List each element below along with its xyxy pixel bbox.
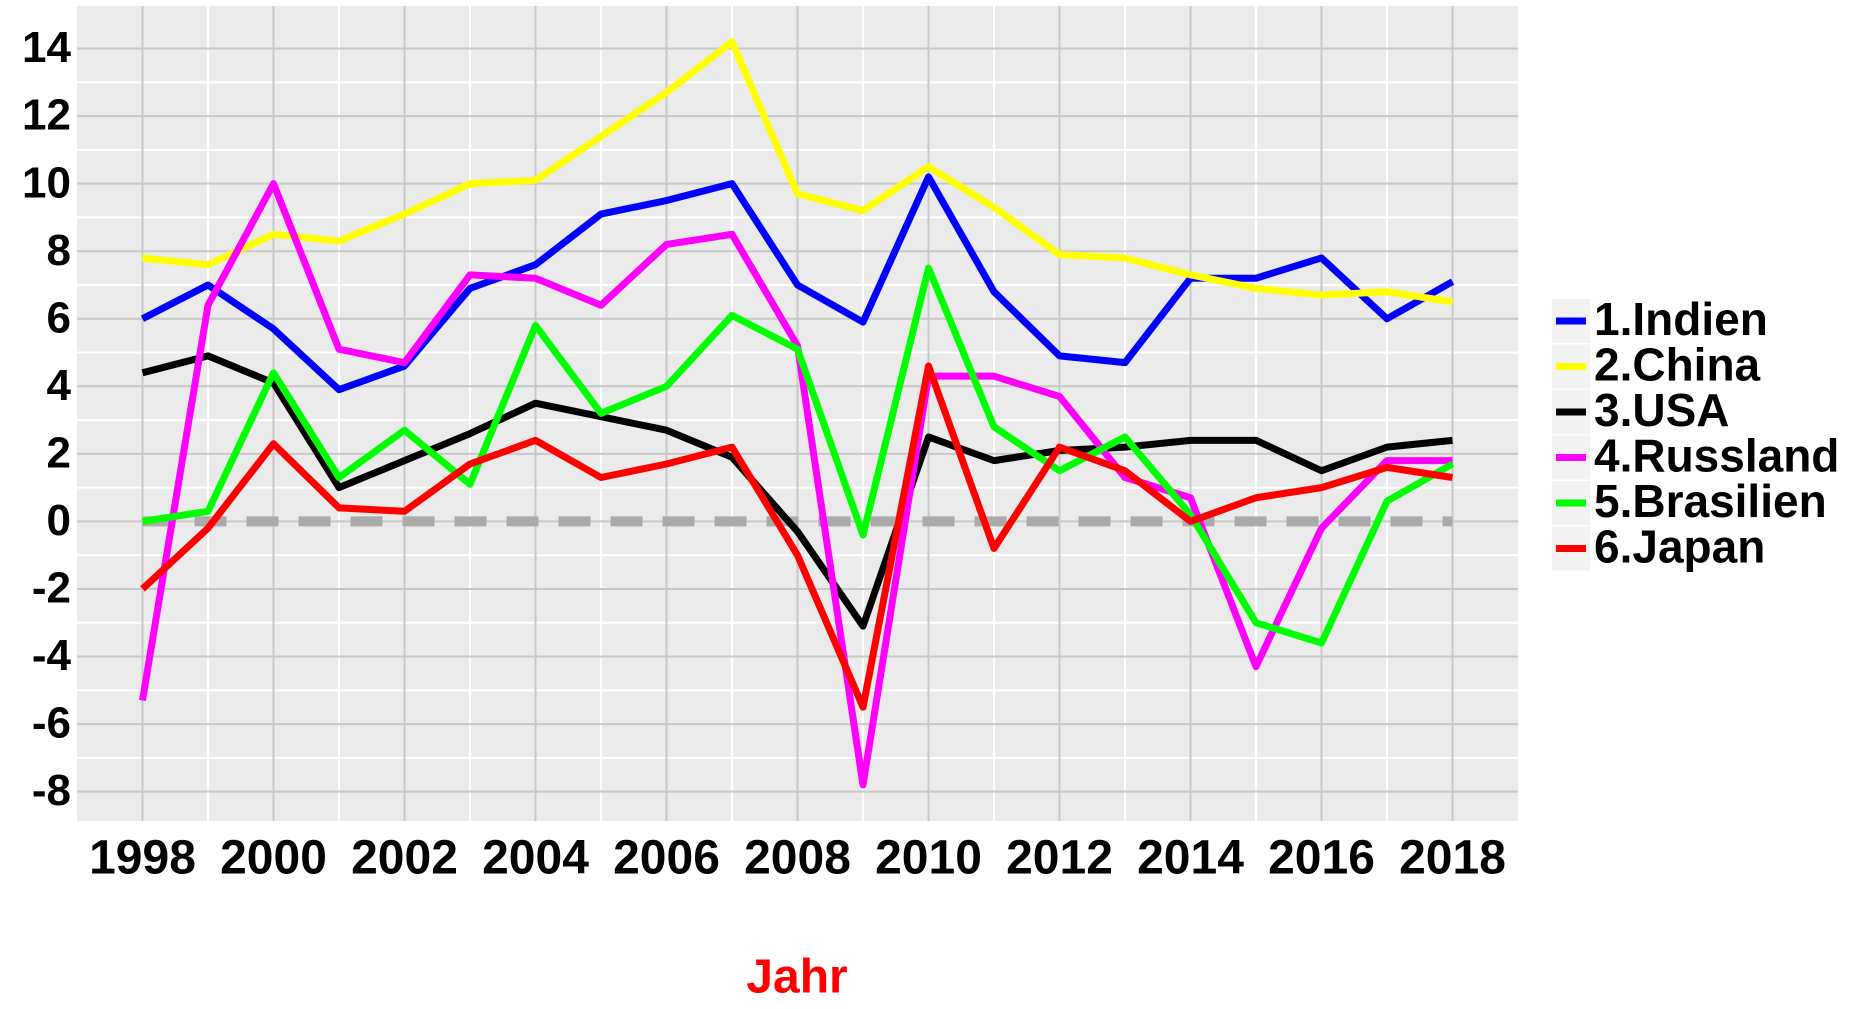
y-tick-label: 4 [47,361,72,410]
x-tick-label: 2000 [220,832,327,885]
y-tick-label: 12 [22,91,71,140]
x-tick-label: 2010 [875,832,982,885]
y-tick-label: -4 [32,631,72,680]
legend-label: 4.Russland [1594,430,1839,482]
legend-label: 2.China [1594,339,1761,391]
x-tick-label: 1998 [89,832,196,885]
y-tick-label: 14 [22,23,71,72]
x-tick-label: 2008 [744,832,851,885]
x-tick-label: 2014 [1137,832,1244,885]
series-line [141,352,1453,630]
legend-label: 5.Brasilien [1594,475,1827,527]
x-tick-label: 2012 [1006,832,1113,885]
y-tick-label: 2 [47,428,71,477]
y-tick-label: 0 [47,496,71,545]
x-tick-label: 2018 [1399,832,1506,885]
series-line [141,264,1455,647]
y-tick-label: 8 [47,226,71,275]
y-tick-label: -2 [32,564,71,613]
x-tick-label: 2004 [482,832,589,885]
legend-label: 1.Indien [1594,293,1768,345]
series-line [140,362,1454,711]
x-tick-label: 2016 [1268,832,1375,885]
legend-label: 6.Japan [1594,521,1765,573]
legend-label: 3.USA [1594,384,1729,436]
y-tick-label: -8 [32,766,71,815]
y-tick-label: -6 [32,699,71,748]
y-tick-label: 10 [22,158,71,207]
x-axis-label: Jahr [746,951,847,1004]
series-line [142,38,1454,306]
x-tick-label: 2002 [351,832,458,885]
y-tick-label: 6 [47,293,71,342]
x-tick-label: 2006 [613,832,720,885]
series-line [140,173,1455,394]
